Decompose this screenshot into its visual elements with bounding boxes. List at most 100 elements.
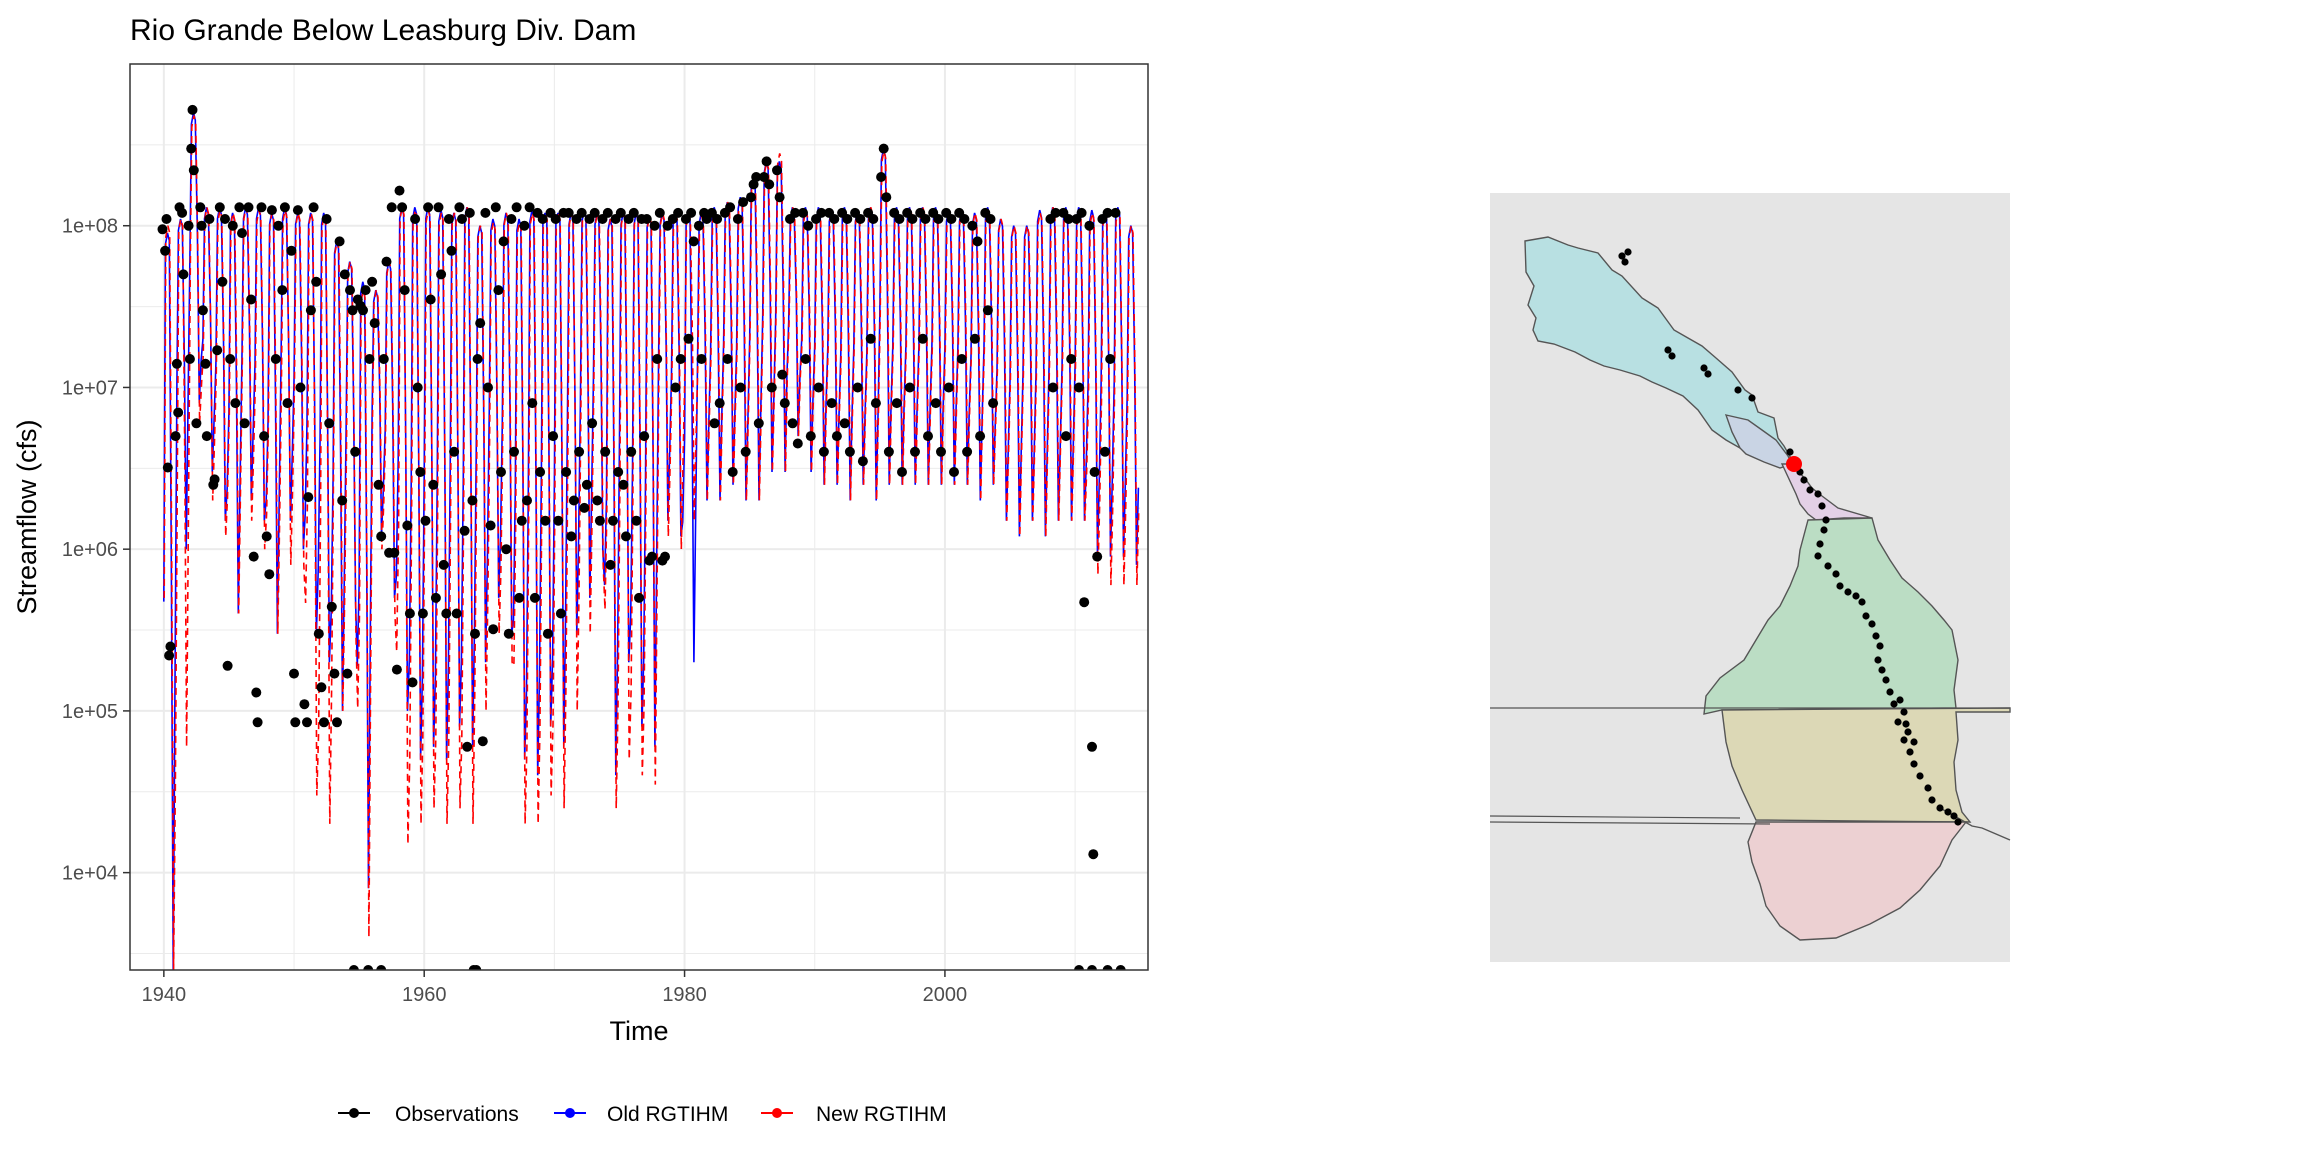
- observation-point: [407, 677, 418, 688]
- observation-point: [816, 207, 827, 218]
- observation-point: [399, 285, 410, 296]
- observation-point: [311, 276, 322, 287]
- observation-point: [326, 601, 337, 612]
- map-gauge-points: [1618, 248, 1962, 826]
- observation-point: [373, 479, 384, 490]
- map-gauge-point: [1950, 812, 1958, 820]
- observation-point: [753, 418, 764, 429]
- map-gauge-point: [1924, 784, 1932, 792]
- observation-point: [732, 214, 743, 224]
- observation-point: [831, 431, 842, 442]
- observation-point: [969, 333, 980, 344]
- observation-point: [443, 214, 454, 224]
- observation-point: [581, 479, 592, 490]
- observation-point: [561, 467, 572, 477]
- observation-point: [647, 551, 657, 562]
- observation-point: [184, 354, 195, 364]
- observation-point: [865, 333, 876, 344]
- y-tick-label: 1e+06: [62, 539, 118, 561]
- observation-point: [246, 294, 257, 305]
- x-tick-label: 2000: [923, 984, 968, 1006]
- observation-point: [423, 202, 434, 213]
- map-gauge-point: [1816, 540, 1824, 548]
- x-axis-label: Time: [610, 1016, 669, 1046]
- observation-point: [459, 525, 470, 536]
- map-gauge-point: [1814, 552, 1822, 560]
- map-gauge-point: [1844, 588, 1852, 596]
- legend-label-old-rgtihm: Old RGTIHM: [607, 1103, 728, 1126]
- map-gauge-point: [1820, 526, 1828, 534]
- observation-point: [535, 467, 546, 477]
- observation-point: [187, 104, 198, 115]
- observation-point: [1088, 849, 1099, 860]
- legend-label-observations: Observations: [395, 1103, 519, 1126]
- observation-point: [876, 172, 887, 182]
- observation-point: [568, 495, 579, 506]
- observation-point: [417, 608, 428, 619]
- observation-point: [548, 431, 559, 442]
- observation-point: [511, 202, 522, 213]
- observation-point: [696, 354, 707, 364]
- observation-point: [1079, 597, 1090, 608]
- observation-point: [714, 398, 725, 409]
- observation-point: [239, 418, 250, 429]
- observation-point: [251, 687, 262, 698]
- map-gauge-point: [1916, 772, 1924, 780]
- observation-point: [555, 608, 566, 619]
- observation-point: [516, 515, 527, 526]
- observation-point: [394, 185, 405, 196]
- observation-point: [488, 624, 499, 635]
- observation-point: [857, 456, 868, 467]
- observation-point: [688, 236, 699, 247]
- map-gauge-point: [1664, 346, 1672, 354]
- observation-point: [803, 220, 814, 231]
- observation-point: [673, 207, 684, 218]
- x-tick-label: 1980: [662, 984, 707, 1006]
- observation-point: [295, 382, 306, 393]
- map-gauge-point: [1900, 708, 1908, 716]
- map-region-southernmost: [1747, 821, 1968, 941]
- observation-point: [225, 354, 236, 364]
- observation-point: [230, 398, 241, 409]
- observation-point: [209, 474, 220, 485]
- observation-point: [467, 495, 478, 506]
- observation-point: [818, 446, 829, 457]
- observation-point: [337, 495, 348, 506]
- observation-point: [576, 207, 587, 218]
- observation-point: [527, 398, 538, 409]
- observation-point: [967, 220, 978, 231]
- observation-point: [381, 256, 392, 267]
- legend-label-new-rgtihm: New RGTIHM: [816, 1103, 947, 1126]
- map-gauge-point: [1822, 516, 1830, 524]
- map-gauge-point: [1900, 736, 1908, 744]
- observation-point: [579, 502, 590, 513]
- observation-point-zero: [363, 965, 374, 970]
- observation-point: [436, 269, 447, 280]
- observation-point: [222, 660, 233, 671]
- observation-point: [496, 467, 506, 477]
- observation-point: [313, 628, 324, 639]
- observation-point-zero: [1115, 965, 1126, 970]
- observation-point: [270, 354, 281, 364]
- observation-point: [613, 467, 624, 477]
- observation-point: [881, 192, 892, 203]
- observation-point: [464, 207, 475, 218]
- observation-point-zero: [1087, 965, 1097, 970]
- observation-point: [1050, 207, 1061, 218]
- observation-point: [805, 431, 816, 442]
- observation-point: [589, 207, 600, 218]
- observation-point: [449, 446, 460, 457]
- observation-point: [956, 354, 967, 364]
- observation-point: [319, 717, 329, 728]
- observation-point: [332, 717, 342, 728]
- observation-point: [420, 515, 431, 526]
- observation-point: [626, 446, 637, 457]
- observation-point: [641, 214, 652, 224]
- observation-point: [686, 207, 697, 218]
- observation-point: [412, 382, 423, 393]
- observation-point: [787, 418, 798, 429]
- observation-point: [759, 172, 769, 182]
- observation-point: [798, 207, 808, 218]
- map-region-south: [1721, 707, 2011, 823]
